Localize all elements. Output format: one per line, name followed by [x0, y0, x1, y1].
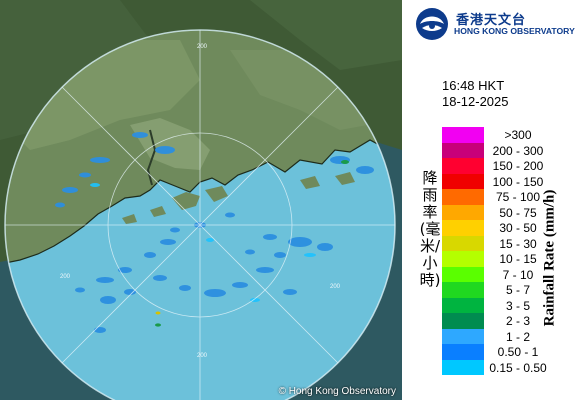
legend-label: 0.50 - 1	[497, 345, 539, 359]
legend-swatch	[442, 220, 484, 236]
legend-swatch	[442, 204, 484, 220]
legend-item: 200 - 300	[442, 142, 577, 158]
observation-date: 18-12-2025	[442, 94, 509, 109]
legend-item: 30 - 50	[442, 220, 577, 236]
legend-label: 0.15 - 0.50	[489, 360, 547, 375]
observatory-logo[interactable]: 香港天文台 HONG KONG OBSERVATORY	[414, 6, 575, 42]
legend-label: 150 - 200	[492, 159, 544, 173]
legend-label: 100 - 150	[492, 174, 544, 189]
legend-item: 5 - 7	[442, 282, 577, 298]
legend-swatch	[442, 297, 484, 313]
observation-time: 16:48 HKT	[442, 78, 505, 93]
legend-swatch	[442, 344, 484, 360]
legend-item: 0.50 - 1	[442, 344, 577, 360]
legend-label: 10 - 15	[499, 252, 537, 266]
legend-item: 10 - 15	[442, 251, 577, 267]
range-label-left: 200	[60, 274, 71, 280]
radar-image: 200 200 200 200	[0, 0, 402, 400]
legend-item: 15 - 30	[442, 235, 577, 251]
legend-label: 50 - 75	[499, 205, 537, 220]
legend-item: 150 - 200	[442, 158, 577, 174]
legend-label: 3 - 5	[505, 298, 530, 313]
legend-swatch	[442, 251, 484, 267]
legend-title-english: Rainfall Rate (mm/h)	[541, 189, 558, 327]
logo-text-chinese: 香港天文台	[456, 13, 527, 28]
range-label-bottom: 200	[197, 353, 208, 359]
legend-swatch	[442, 313, 484, 329]
legend-swatch	[442, 328, 484, 344]
legend-item: 3 - 5	[442, 297, 577, 313]
legend-swatch	[442, 266, 484, 282]
legend-label: 1 - 2	[505, 329, 530, 344]
legend-label: 7 - 10	[502, 267, 534, 282]
legend-label: 30 - 50	[499, 221, 537, 235]
legend-label: 75 - 100	[495, 190, 541, 204]
radar-map[interactable]: 200 200 200 200 © Hong Kong Observatory	[0, 0, 402, 400]
range-label-top: 200	[197, 44, 208, 50]
legend-item: 100 - 150	[442, 173, 577, 189]
legend-label: 2 - 3	[505, 314, 530, 328]
legend-label: 5 - 7	[505, 283, 530, 297]
legend-swatch	[442, 127, 484, 143]
legend-item: 75 - 100	[442, 189, 577, 205]
range-label-right: 200	[330, 284, 341, 290]
hko-logo-icon	[416, 8, 448, 40]
legend-swatch	[442, 158, 484, 174]
legend-swatch	[442, 359, 484, 375]
logo-text-english: HONG KONG OBSERVATORY	[454, 26, 575, 36]
legend-item: >300	[442, 127, 577, 143]
info-panel: 香港天文台 HONG KONG OBSERVATORY 16:48 HKT 18…	[402, 0, 577, 400]
legend-swatch	[442, 142, 484, 158]
legend-label: 200 - 300	[492, 143, 544, 158]
legend-label: 15 - 30	[499, 236, 537, 251]
legend-swatch	[442, 282, 484, 298]
legend-item: 2 - 3	[442, 313, 577, 329]
legend-swatch	[442, 173, 484, 189]
legend-item: 7 - 10	[442, 266, 577, 282]
legend-label: >300	[504, 128, 532, 142]
legend-item: 1 - 2	[442, 328, 577, 344]
legend-swatch	[442, 189, 484, 205]
legend-item: 0.15 - 0.50	[442, 359, 577, 375]
legend-swatch	[442, 235, 484, 251]
legend-title-chinese: 降雨率(毫米/小時)	[419, 169, 441, 289]
legend-item: 50 - 75	[442, 204, 577, 220]
copyright-notice: © Hong Kong Observatory	[278, 386, 396, 397]
